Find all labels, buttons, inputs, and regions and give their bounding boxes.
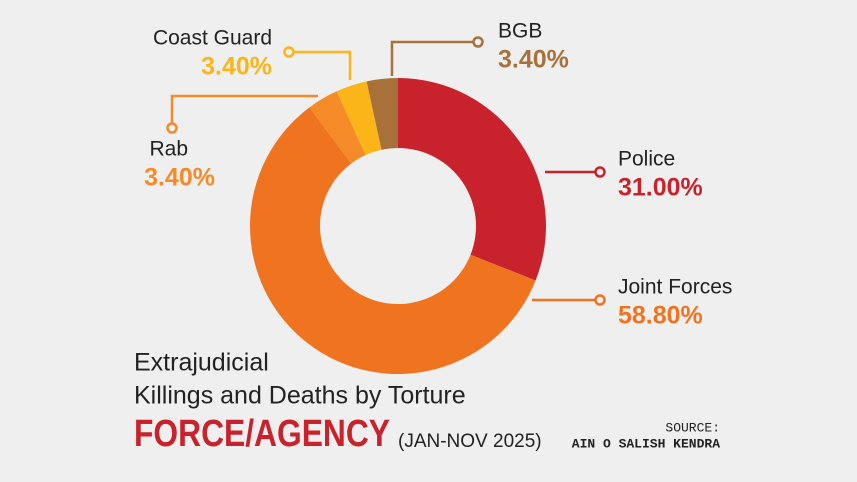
- value-label: 3.40%: [144, 164, 215, 192]
- donut-slice: [366, 78, 398, 150]
- subtitle-line: Killings and Deaths by Torture: [134, 382, 466, 410]
- leader-dot: [594, 166, 606, 178]
- leader-dot: [283, 46, 295, 58]
- subtitle-line: Extrajudicial: [134, 349, 269, 377]
- leader-dot: [166, 122, 178, 134]
- donut-slice: [398, 78, 546, 281]
- category-label: Joint Forces: [618, 276, 732, 299]
- category-label: BGB: [498, 20, 542, 43]
- value-label: 31.00%: [618, 174, 703, 202]
- leader-line: [170, 94, 318, 128]
- leader-dot: [594, 294, 606, 306]
- leader-dot: [472, 36, 484, 48]
- leader-line: [289, 50, 352, 80]
- value-label: 58.80%: [618, 302, 703, 330]
- source-label: SOURCE:: [665, 420, 720, 435]
- source: AIN O SALISH KENDRA: [572, 436, 720, 451]
- category-label: Police: [618, 148, 675, 171]
- date-range: (JAN-NOV 2025): [398, 431, 542, 452]
- leader-line: [390, 40, 478, 76]
- value-label: 3.40%: [201, 53, 272, 81]
- value-label: 3.40%: [498, 46, 569, 74]
- donut-slice: [336, 81, 382, 156]
- donut-slice: [309, 91, 366, 164]
- category-label: Rab: [149, 138, 188, 161]
- category-label: Coast Guard: [153, 27, 272, 50]
- donut-slice: [250, 107, 536, 374]
- chart-title: FORCE/AGENCY: [134, 413, 390, 455]
